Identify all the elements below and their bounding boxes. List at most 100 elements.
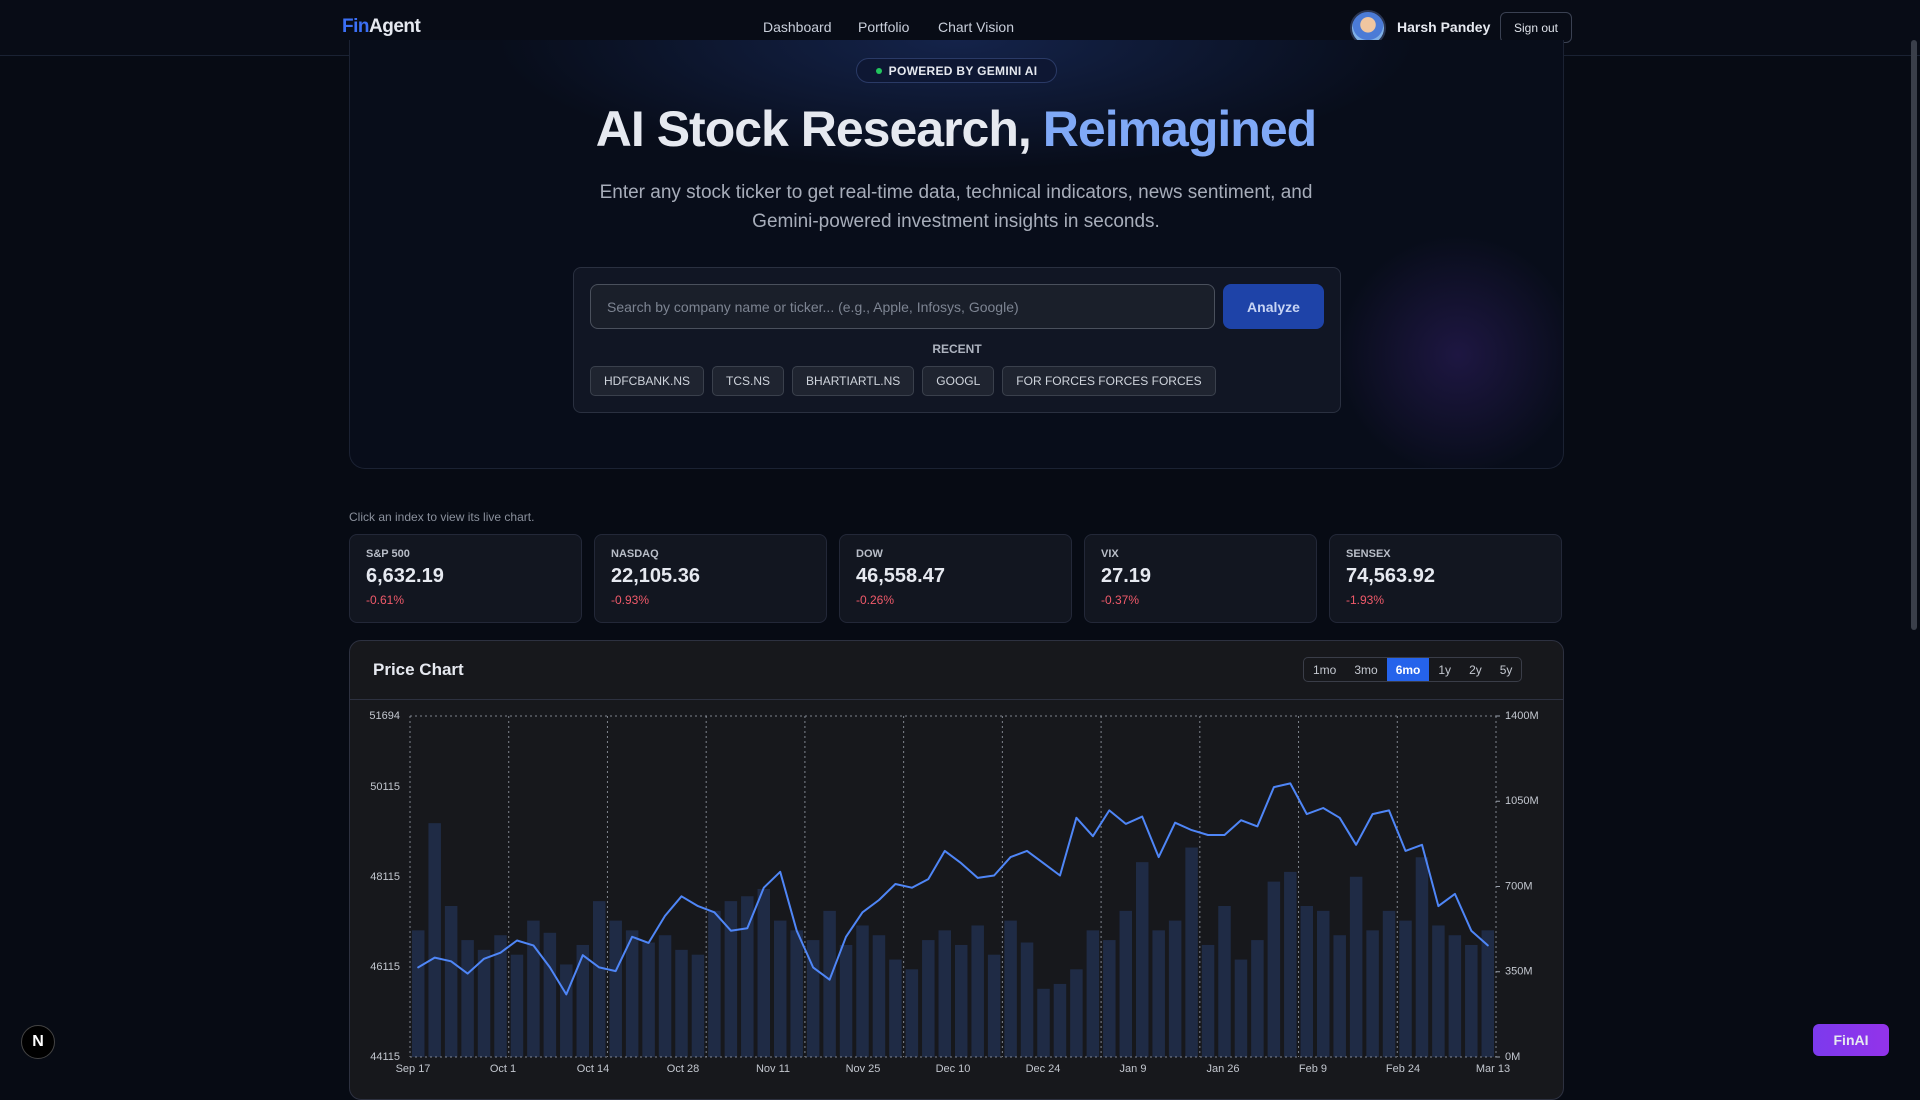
volume-bar [1086,930,1100,1057]
volume-bar [757,888,771,1057]
nav-link[interactable]: Portfolio [858,19,910,35]
brand-prefix: Fin [342,16,370,37]
title-highlight: Reimagined [1042,101,1317,157]
y-tick-label: 44115 [370,1051,400,1063]
nav-link[interactable]: Dashboard [763,19,832,35]
index-name: VIX [1101,548,1119,560]
volume-bar [987,954,1001,1057]
index-value: 74,563.92 [1346,565,1435,587]
badge-text: POWERED BY GEMINI AI [888,63,1038,78]
range-button[interactable]: 3mo [1354,662,1378,677]
recent-chip[interactable]: FOR FORCES FORCES FORCES [1002,366,1216,396]
range-button[interactable]: 5y [1499,662,1513,677]
volume-bar [609,920,622,1057]
recent-chip[interactable]: BHARTIARTL.NS [792,366,915,396]
volume-bar [543,932,557,1057]
finai-button[interactable]: FinAI [1813,1024,1889,1056]
badge: POWERED BY GEMINI AI [856,58,1057,83]
volume-bar [1300,905,1314,1057]
volume-bar [1020,942,1034,1057]
volume-bar [1218,905,1231,1057]
hero-subtitle: Enter any stock ticker to get real-time … [599,182,1313,232]
nav-link[interactable]: Chart Vision [938,19,1015,35]
y2-tick-label: 0M [1505,1051,1520,1063]
x-tick-label: Feb 24 [1386,1063,1420,1075]
volume-bar [922,940,935,1057]
volume-bar [444,905,458,1057]
volume-bar [1415,857,1429,1057]
dev-indicator[interactable]: N [21,1025,55,1059]
volume-bar [1201,944,1215,1057]
volume-bar [856,925,869,1057]
search-input[interactable]: Search by company name or ticker... (e.g… [590,284,1215,329]
volume-bar [790,930,803,1057]
x-tick-label: Sep 17 [396,1063,431,1075]
volume-bar [1481,930,1495,1057]
volume-bar [823,910,836,1057]
range-selector: 1mo 3mo 6mo 1y 2y 5y [1303,657,1523,682]
volume-bar [1465,944,1478,1057]
index-card[interactable]: VIX 27.19 -0.37% [1084,534,1317,623]
divider [350,699,1563,700]
sign-out-button[interactable]: Sign out [1500,12,1572,43]
chart: 44115 46115 48115 50115 51694 0M 350M 700M 1050M… [369,710,1538,1075]
y2-tick-label: 350M [1505,966,1533,978]
volume-bar [708,910,721,1057]
volume-bar [954,944,968,1057]
index-card[interactable]: SENSEX 74,563.92 -1.93% [1329,534,1562,623]
range-button[interactable]: 6mo [1386,658,1430,681]
index-value: 27.19 [1101,565,1152,587]
brand[interactable]: FinAgent [342,16,421,38]
volume-bar [1053,983,1067,1057]
recent-chip[interactable]: GOOGL [922,366,995,396]
index-hint: Click an index to view its live chart. [349,510,535,524]
recent-chip[interactable]: HDFCBANK.NS [590,366,705,396]
y-tick-label: 46115 [370,961,400,973]
volume-bar [625,930,639,1057]
volume-bar [1185,847,1198,1057]
volume-bar [1333,935,1346,1057]
volume-bar [872,935,886,1057]
volume-bar [1119,910,1133,1057]
y-tick-label: 50115 [370,781,400,793]
index-card[interactable]: S&P 500 6,632.19 -0.61% [349,534,582,623]
volume-bar [675,949,688,1057]
volume-bar [1037,988,1050,1057]
volume-bar [477,949,491,1057]
recent-chip[interactable]: TCS.NS [712,366,785,396]
range-button[interactable]: 2y [1469,662,1482,677]
volume-bar [1168,920,1182,1057]
x-tick-label: Feb 9 [1299,1063,1327,1075]
volume-bar [1135,862,1149,1057]
range-button[interactable]: 1mo [1313,662,1337,677]
volume-bar [971,925,984,1057]
volume-bar [691,954,705,1057]
volume-bar [1349,876,1363,1057]
volume-bar [1103,940,1116,1057]
volume-bar [510,954,524,1057]
price-line [417,782,1489,996]
index-value: 46,558.47 [856,565,945,587]
index-card[interactable]: DOW 46,558.47 -0.26% [839,534,1072,623]
x-tick-label: Mar 13 [1476,1063,1510,1075]
volume-bar [1070,969,1083,1057]
x-tick-label: Dec 10 [936,1063,971,1075]
volume-bar [494,935,507,1057]
volume-bar [461,940,474,1057]
recent-label: RECENT [932,342,982,356]
chart-title: Price Chart [373,660,464,679]
index-change: -0.93% [611,593,650,607]
index-value: 6,632.19 [366,565,444,587]
y-tick-label: 48115 [370,871,400,883]
index-card[interactable]: NASDAQ 22,105.36 -0.93% [594,534,827,623]
x-tick-label: Jan 26 [1206,1063,1239,1075]
brand-suffix: Agent [369,16,421,37]
y2-tick-label: 700M [1505,880,1533,892]
volume-bar [642,942,655,1057]
range-button[interactable]: 1y [1438,662,1452,677]
volume-bar [1316,910,1330,1057]
analyze-button[interactable]: Analyze [1223,284,1324,329]
volume-bar [592,901,606,1057]
volume-bar [411,930,425,1057]
index-name: SENSEX [1346,548,1391,560]
